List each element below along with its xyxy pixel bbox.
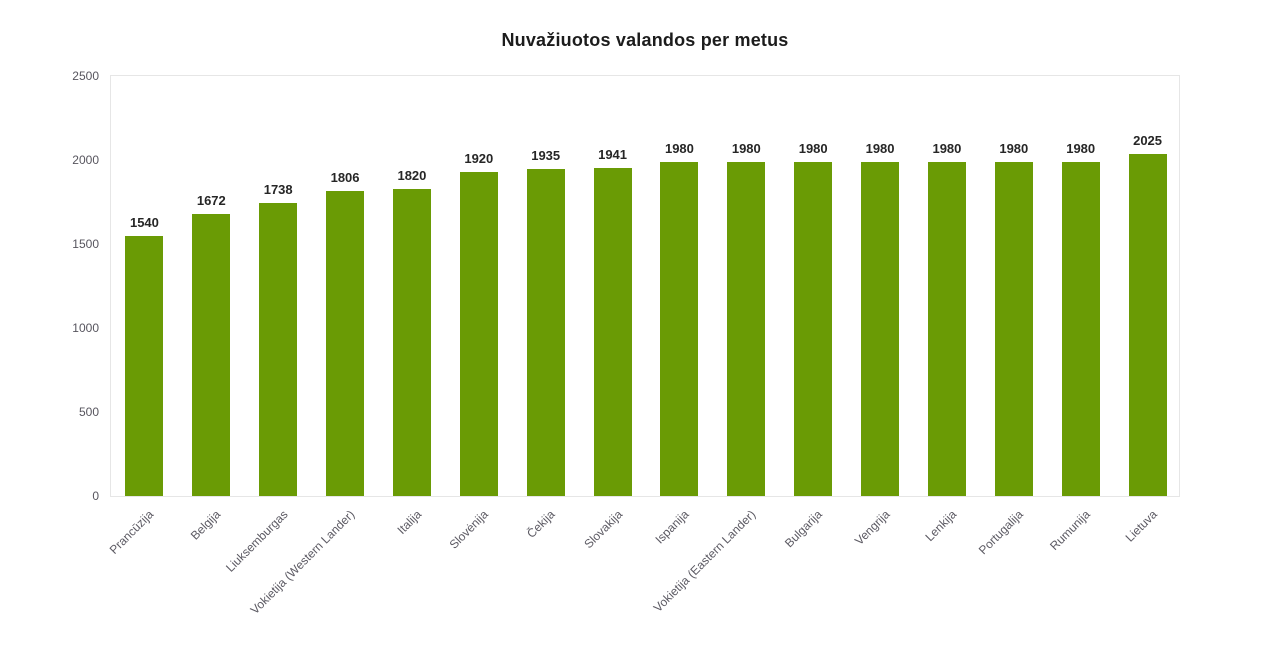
bar-value-label: 1980 xyxy=(999,140,1029,156)
x-axis-label: Slovakija xyxy=(580,507,625,552)
x-axis-label: Lietuva xyxy=(1122,507,1160,545)
x-axis-label: Ispanija xyxy=(652,507,692,547)
bar-value-label: 1920 xyxy=(464,150,494,166)
x-axis-label: Portugalija xyxy=(976,507,1027,558)
x-axis-label: Čekija xyxy=(524,507,558,541)
bar-Vokietija (Eastern Lander) xyxy=(727,161,766,496)
bar-Bulgarija xyxy=(794,161,833,496)
x-axis-label: Prancūzija xyxy=(107,507,157,557)
y-axis-tick-label: 2500 xyxy=(72,69,99,83)
bar-Belgija xyxy=(192,213,231,496)
bar-value-label: 1935 xyxy=(531,148,561,164)
bar-value-label: 1806 xyxy=(330,170,360,186)
bar-value-label: 1672 xyxy=(196,192,226,208)
bar-Liuksemburgas xyxy=(259,202,298,496)
bar-value-label: 1980 xyxy=(731,140,761,156)
bar-value-label: 1980 xyxy=(1066,140,1096,156)
bar-value-label: 2025 xyxy=(1133,133,1163,149)
bar-Vengrija xyxy=(861,161,900,496)
bar-Rumunija xyxy=(1061,161,1100,496)
y-axis-tick-label: 500 xyxy=(78,405,99,419)
bar-value-label: 1980 xyxy=(664,140,694,156)
y-axis-tick-label: 1000 xyxy=(72,321,99,335)
x-axis-label: Bulgarija xyxy=(782,507,826,551)
x-axis-label: Vengrija xyxy=(851,507,893,548)
bar-Vokietija (Western Lander) xyxy=(326,191,365,496)
bar-Slovėnija xyxy=(459,171,498,496)
x-axis-label: Slovėnija xyxy=(446,507,492,552)
y-axis-tick-label: 0 xyxy=(92,489,99,503)
plot-area: 0 500 1000 1500 2000 2500 1540 1672 1738 1806 182… xyxy=(72,70,1180,617)
x-axis-label: Liuksemburgas xyxy=(222,507,291,575)
bar-Lietuva xyxy=(1128,154,1167,496)
bar-Ispanija xyxy=(660,161,699,496)
x-axis-label: Belgija xyxy=(188,507,224,543)
bar-value-label: 1941 xyxy=(598,147,628,163)
x-axis-label: Rumunija xyxy=(1047,507,1093,554)
x-axis-label: Lenkija xyxy=(922,507,960,545)
bar-value-label: 1540 xyxy=(129,215,159,231)
bar-Čekija xyxy=(526,169,565,496)
bar-value-label: 1980 xyxy=(932,140,962,156)
y-axis-tick-label: 2000 xyxy=(72,153,99,167)
x-axis-label: Italija xyxy=(394,507,425,538)
y-axis-tick-label: 1500 xyxy=(72,237,99,251)
bar-value-label: 1820 xyxy=(397,167,427,183)
chart-title: Nuvažiuotos valandos per metus xyxy=(501,30,789,50)
bar-Italija xyxy=(392,188,431,496)
bar-Lenkija xyxy=(927,161,966,496)
bar-Portugalija xyxy=(994,161,1033,496)
bar-value-label: 1738 xyxy=(263,181,293,197)
bar-value-label: 1980 xyxy=(798,140,828,156)
bar-Slovakija xyxy=(593,168,632,496)
bar-Prancūzija xyxy=(125,236,164,496)
bar-value-label: 1980 xyxy=(865,140,895,156)
